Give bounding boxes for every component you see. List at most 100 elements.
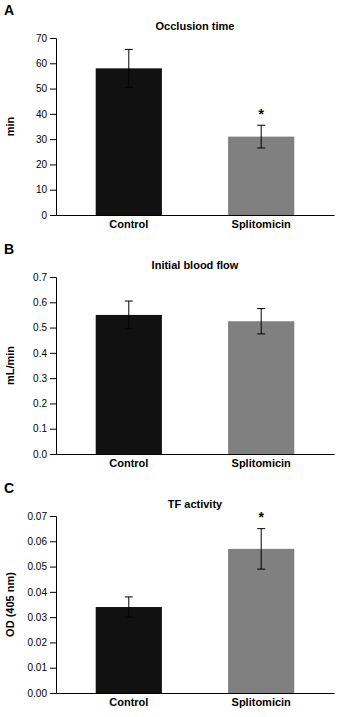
bar [228, 549, 294, 693]
error-bar [125, 301, 133, 329]
y-tick: 70 [36, 33, 56, 44]
x-tick: Control [109, 215, 148, 230]
bar [96, 607, 162, 693]
y-tick-label: 0.02 [28, 637, 48, 648]
y-tick-label: 0.01 [28, 662, 48, 673]
y-axis-line [50, 517, 57, 694]
y-tick-label: 0.03 [28, 612, 48, 623]
y-tick: 0.1 [33, 423, 56, 434]
y-tick-mark [50, 164, 56, 165]
y-tick: 0.04 [28, 587, 56, 598]
bar [228, 321, 294, 454]
y-tick: 0.4 [33, 348, 56, 359]
y-tick: 0 [41, 210, 56, 221]
x-tick: Splitomicin [232, 454, 292, 469]
x-tick-label: Splitomicin [232, 218, 292, 230]
y-tick: 0.6 [33, 297, 56, 308]
y-tick: 0.7 [33, 272, 56, 283]
x-tick: Control [109, 454, 148, 469]
error-bar [125, 597, 133, 617]
x-axis: Control Splitomicin [57, 693, 335, 708]
plot-area [96, 529, 295, 693]
x-tick: Splitomicin [232, 215, 292, 230]
x-tick-label: Control [109, 457, 148, 469]
bar [96, 315, 162, 454]
y-axis-line [50, 278, 57, 455]
y-tick: 0.02 [28, 637, 56, 648]
y-tick: 0.07 [28, 511, 56, 522]
significance-mark: * [258, 106, 264, 122]
x-axis-line [57, 215, 335, 216]
error-bar [125, 49, 133, 87]
significance-mark: * [258, 509, 264, 525]
y-tick: 0.5 [33, 322, 56, 333]
x-tick-label: Control [109, 696, 148, 708]
y-tick-mark [50, 63, 56, 64]
y-tick-mark [50, 38, 56, 39]
y-tick-mark [50, 617, 56, 618]
y-tick-mark [50, 592, 56, 593]
x-tick-label: Splitomicin [232, 696, 292, 708]
error-bar [257, 529, 265, 569]
y-tick-label: 0.4 [33, 348, 47, 359]
panel-label: A [4, 2, 14, 18]
y-tick-label: 0.6 [33, 297, 47, 308]
y-tick-label: 0.07 [28, 511, 48, 522]
y-tick-mark [50, 516, 56, 517]
y-tick-label: 30 [36, 134, 48, 145]
y-axis-line [50, 39, 57, 216]
x-axis: Control Splitomicin [57, 454, 335, 469]
bar [96, 68, 162, 215]
figure: 010203040506070ControlSplitomicinminOccl… [0, 0, 348, 717]
y-tick-label: 0.04 [28, 587, 48, 598]
y-tick: 50 [36, 83, 56, 94]
y-tick-label: 0.0 [33, 449, 47, 460]
y-axis: 0.00.10.20.30.40.50.60.7 [33, 272, 56, 460]
y-tick: 0.03 [28, 612, 56, 623]
y-tick-mark [50, 403, 56, 404]
y-tick: 0.2 [33, 398, 56, 409]
y-tick-mark [50, 567, 56, 568]
y-tick-mark [50, 302, 56, 303]
x-axis-line [57, 693, 335, 694]
y-tick-label: 40 [36, 109, 48, 120]
y-tick-label: 0.00 [28, 688, 48, 699]
x-tick-label: Splitomicin [232, 457, 292, 469]
panel: 0.00 0.01 0.02 0.03 0.04 0.05 0.06 0.07 Control S… [4, 480, 335, 708]
y-tick-label: 50 [36, 83, 48, 94]
error-bar [257, 125, 265, 148]
y-tick-mark [50, 668, 56, 669]
y-tick: 20 [36, 159, 56, 170]
title: TF activity [168, 498, 223, 510]
y-tick: 0.06 [28, 536, 56, 547]
x-axis: Control Splitomicin [57, 215, 335, 230]
y-axis-title: mL/min [4, 346, 16, 385]
y-tick-label: 0 [41, 210, 47, 221]
y-tick-mark [50, 328, 56, 329]
y-tick-label: 10 [36, 184, 48, 195]
y-tick-mark [50, 378, 56, 379]
x-tick: Splitomicin [232, 693, 292, 708]
y-tick-label: 0.1 [33, 423, 47, 434]
y-tick-mark [50, 215, 56, 216]
panel-label: B [4, 241, 14, 257]
y-tick-label: 0.06 [28, 536, 48, 547]
y-tick-mark [50, 277, 56, 278]
y-tick-mark [50, 190, 56, 191]
x-tick-label: Control [109, 218, 148, 230]
title: Occlusion time [156, 20, 235, 32]
panel: 010203040506070ControlSplitomicinminOccl… [4, 2, 335, 230]
y-tick: 60 [36, 58, 56, 69]
plot-area [96, 301, 295, 454]
y-tick: 0.01 [28, 662, 56, 673]
y-tick-label: 0.5 [33, 322, 47, 333]
y-tick-label: 0.7 [33, 272, 47, 283]
y-tick: 0.05 [28, 561, 56, 572]
panel: 0.00.10.20.30.40.50.60.7ControlSplitomic… [4, 241, 335, 469]
y-tick-label: 70 [36, 33, 48, 44]
y-tick-mark [50, 353, 56, 354]
y-tick-mark [50, 693, 56, 694]
y-tick-label: 0.05 [28, 561, 48, 572]
plot-area [96, 49, 295, 215]
y-axis-title: OD (405 nm) [4, 572, 16, 637]
